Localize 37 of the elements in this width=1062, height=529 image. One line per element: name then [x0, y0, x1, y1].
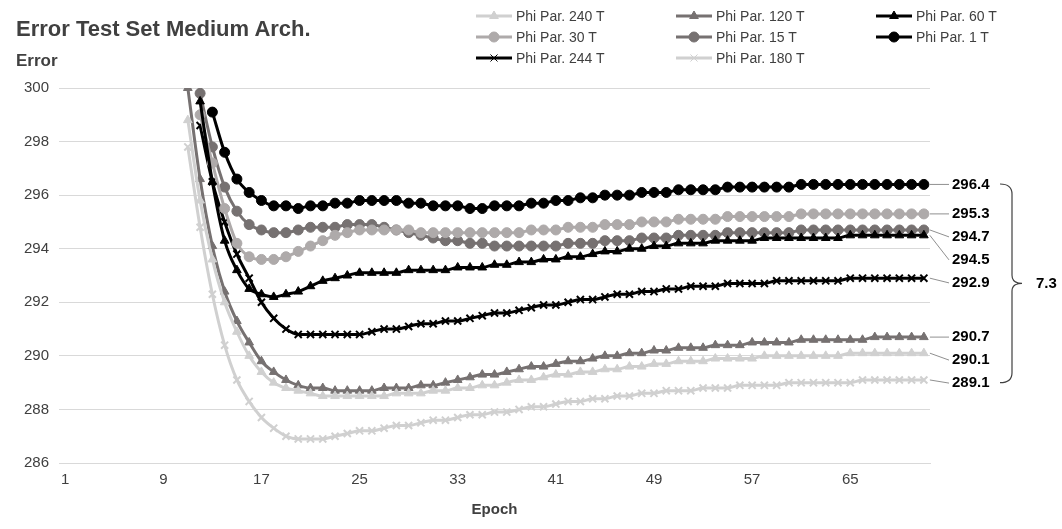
x-tick-label: 65 — [841, 470, 859, 488]
legend-label: Phi Par. 60 T — [916, 7, 998, 24]
legend-label: Phi Par. 120 T — [716, 7, 805, 24]
y-tick-label: 296 — [24, 185, 50, 203]
x-tick-label: 33 — [449, 470, 467, 488]
data-label: 294.5 — [952, 250, 990, 268]
data-label: 295.3 — [952, 204, 990, 222]
data-label: 294.7 — [952, 227, 990, 245]
x-tick-label: 9 — [159, 470, 168, 488]
y-tick-label: 288 — [24, 399, 50, 417]
x-tick-label: 25 — [351, 470, 368, 488]
x-tick-label: 57 — [743, 470, 761, 488]
legend-label: Phi Par. 244 T — [516, 49, 605, 66]
y-tick-label: 300 — [24, 78, 50, 96]
data-label: 296.4 — [952, 174, 991, 192]
x-axis-title: Epoch — [471, 500, 518, 518]
y-tick-label: 292 — [24, 292, 50, 310]
data-label: 289.1 — [952, 373, 990, 391]
x-tick-label: 1 — [60, 470, 70, 488]
y-tick-label: 286 — [24, 453, 50, 471]
data-label: 292.9 — [952, 273, 990, 291]
legend-label: Phi Par. 180 T — [716, 49, 805, 66]
y-tick-label: 298 — [24, 131, 50, 149]
data-label: 290.7 — [952, 327, 990, 345]
y-tick-label: 290 — [24, 346, 50, 363]
text: 7.3 — [1036, 273, 1057, 291]
legend-label: Phi Par. 15 T — [716, 28, 798, 45]
data-label: 290.1 — [952, 350, 990, 368]
x-tick-label: 41 — [547, 470, 565, 488]
x-tick-label: 49 — [645, 470, 663, 488]
legend-label: Phi Par. 30 T — [516, 28, 598, 45]
y-tick-label: 294 — [24, 238, 50, 256]
legend-label: Phi Par. 240 T — [516, 7, 605, 24]
y-axis-title: Error — [16, 51, 58, 70]
chart-title: Error Test Set Medium Arch. — [16, 16, 311, 41]
x-tick-label: 17 — [253, 470, 270, 488]
legend-label: Phi Par. 1 T — [916, 28, 990, 45]
